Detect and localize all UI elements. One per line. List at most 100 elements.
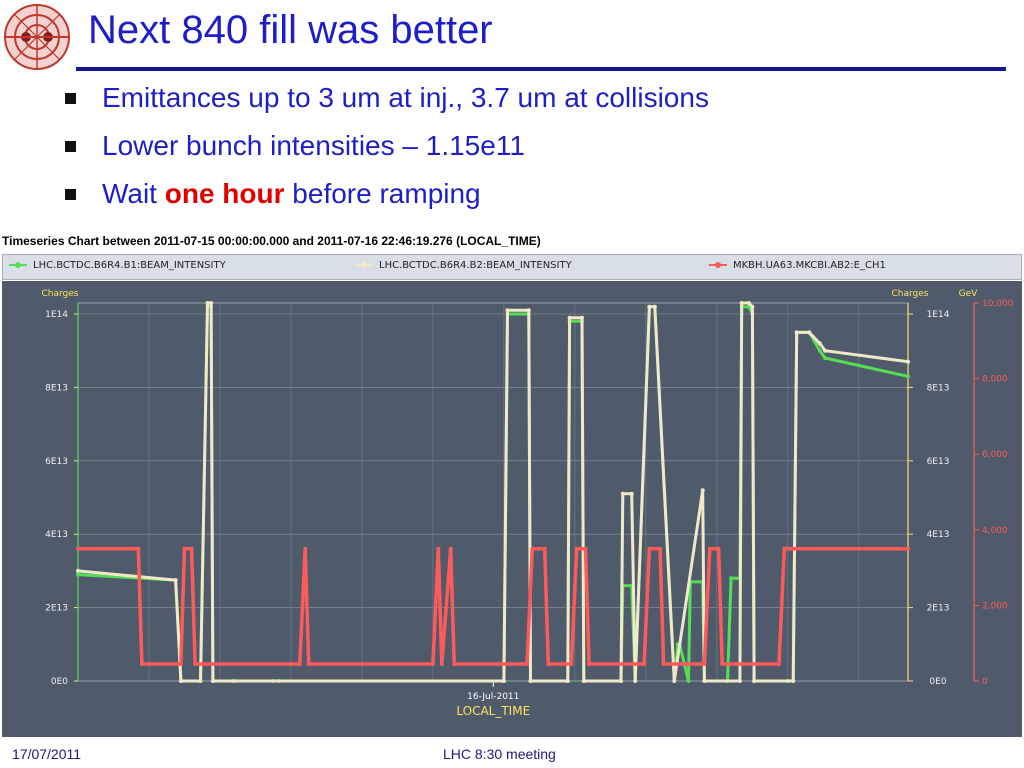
left-axis-tick-label: 2E13 — [45, 604, 68, 614]
data-point — [720, 662, 725, 666]
data-point — [707, 546, 712, 551]
right-charges-tick-label: 0E0 — [929, 677, 946, 687]
bullet-text-post: before ramping — [284, 178, 481, 209]
data-point — [752, 679, 757, 683]
data-point — [791, 546, 796, 551]
data-point — [182, 546, 187, 551]
left-axis-tick-label: 0E0 — [51, 677, 68, 687]
data-point — [906, 374, 910, 379]
data-point — [633, 679, 638, 683]
data-point — [777, 662, 781, 666]
bullet-highlight: one hour — [164, 178, 285, 209]
legend-item-energy[interactable]: MKBH.UA63.MKCBI.AB2:E_CH1 — [709, 260, 886, 271]
data-point — [574, 546, 579, 551]
x-axis-tick-label: 16-Jul-2011 — [467, 692, 519, 702]
data-point — [787, 546, 792, 551]
bullet-square-icon — [65, 141, 76, 152]
data-point — [642, 662, 647, 666]
data-point — [528, 679, 533, 683]
bullet-square-icon — [65, 189, 76, 200]
bullet-text-pre: Wait — [102, 178, 165, 209]
data-point — [823, 348, 828, 353]
data-point — [136, 546, 141, 551]
data-point — [661, 662, 666, 666]
data-point — [629, 491, 634, 496]
data-point — [791, 679, 796, 683]
legend-item-b2[interactable]: LHC.BCTDC.B6R4.B2:BEAM_INTENSITY — [355, 260, 572, 271]
data-point — [189, 546, 194, 551]
data-point — [526, 308, 531, 313]
data-point — [746, 301, 751, 305]
energy-axis-tick-label: 2,000 — [982, 601, 1008, 611]
plot-frame — [77, 302, 909, 682]
left-axis-tick-label: 8E13 — [45, 383, 68, 393]
data-point — [178, 679, 183, 683]
chart-area[interactable]: 0E0 0E0 2E13 2E13 4E13 4E13 6E13 6E13 8E13 8E13 1E… — [2, 281, 1022, 737]
data-point — [546, 662, 551, 666]
right-charges-tick-label: 4E13 — [927, 530, 950, 540]
data-point — [430, 662, 435, 666]
data-point — [620, 491, 625, 496]
data-point — [647, 546, 652, 551]
data-point — [139, 662, 144, 666]
left-axis-title: Charges — [42, 289, 79, 299]
data-point — [906, 546, 910, 551]
series-line-3 — [78, 546, 908, 666]
data-point — [647, 304, 652, 309]
data-point — [306, 662, 311, 666]
legend-marker-icon — [355, 262, 373, 268]
left-axis-tick-label: 4E13 — [45, 530, 68, 540]
bullet-item: Emittances up to 3 um at inj., 3.7 um at… — [60, 80, 709, 128]
data-point — [209, 301, 214, 305]
legend-marker-icon — [709, 262, 727, 268]
data-point — [542, 546, 547, 551]
data-point — [567, 315, 572, 320]
slide-title: Next 840 fill was better — [88, 8, 493, 52]
data-point — [807, 330, 812, 335]
right-charges-tick-label: 2E13 — [927, 604, 950, 614]
data-point — [448, 546, 453, 551]
data-point — [823, 356, 828, 360]
right-charges-tick-label: 1E14 — [927, 310, 950, 320]
energy-axis-tick-label: 6,000 — [982, 450, 1008, 460]
data-point — [569, 662, 574, 666]
data-point — [716, 546, 721, 551]
data-point — [702, 662, 707, 666]
energy-axis-tick-label: 8,000 — [982, 375, 1008, 385]
title-divider — [76, 67, 1006, 71]
data-point — [794, 330, 799, 335]
energy-axis-tick-label: 10,000 — [982, 299, 1014, 309]
legend-marker-icon — [9, 262, 27, 268]
bullet-item: Wait one hour before ramping — [60, 176, 709, 224]
data-point — [782, 546, 787, 551]
data-point — [297, 662, 302, 666]
legend-label: LHC.BCTDC.B6R4.B2:BEAM_INTENSITY — [379, 260, 572, 271]
bullet-square-icon — [65, 93, 76, 104]
data-point — [501, 679, 506, 683]
data-point — [817, 341, 822, 346]
data-point — [619, 679, 623, 683]
right-charges-axis-title: Charges — [892, 289, 929, 299]
data-point — [737, 679, 742, 683]
footer-title: LHC 8:30 meeting — [443, 746, 556, 762]
data-point — [583, 546, 588, 551]
data-point — [76, 546, 80, 551]
data-point — [739, 301, 744, 305]
bullet-text: Emittances up to 3 um at inj., 3.7 um at… — [102, 82, 709, 113]
timeseries-chart[interactable]: 0E0 0E0 2E13 2E13 4E13 4E13 6E13 6E13 8E13 8E13 1E… — [2, 281, 1022, 737]
energy-axis-title: GeV — [959, 289, 979, 299]
data-point — [702, 679, 707, 683]
bullet-text: Lower bunch intensities – 1.15e11 — [102, 130, 525, 161]
data-point — [817, 348, 822, 353]
chart-legend: LHC.BCTDC.B6R4.B1:BEAM_INTENSITY LHC.BCT… — [2, 254, 1022, 280]
data-point — [439, 662, 444, 666]
data-point — [436, 546, 441, 551]
right-charges-tick-label: 8E13 — [927, 383, 950, 393]
data-point — [580, 315, 584, 320]
legend-item-b1[interactable]: LHC.BCTDC.B6R4.B1:BEAM_INTENSITY — [9, 260, 226, 271]
data-point — [198, 679, 203, 683]
data-point — [658, 546, 663, 551]
left-axis-tick-label: 1E14 — [45, 310, 68, 320]
data-point — [205, 301, 210, 305]
data-point — [178, 662, 183, 666]
